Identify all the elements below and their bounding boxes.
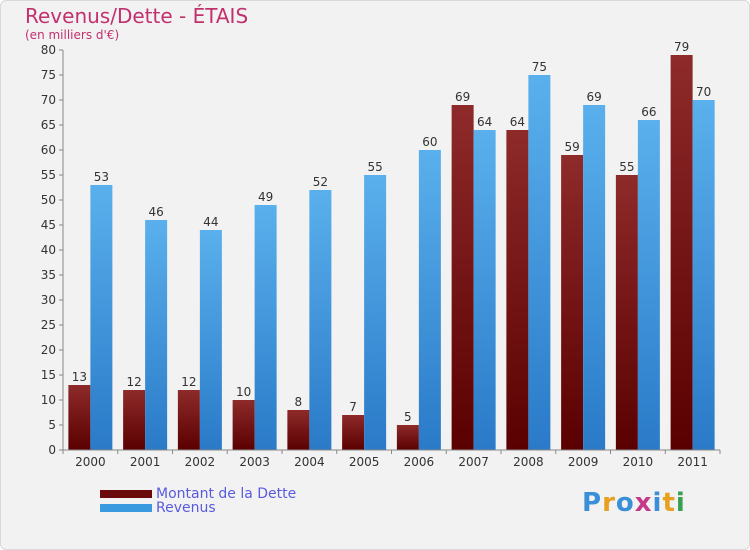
bar-revenus bbox=[418, 150, 441, 450]
data-label-revenus: 44 bbox=[203, 215, 218, 229]
bar-revenus bbox=[90, 185, 113, 450]
bar-dette bbox=[615, 175, 638, 450]
y-tick-label: 40 bbox=[41, 243, 56, 257]
chart-subtitle: (en milliers d'€) bbox=[25, 28, 120, 42]
bar-dette bbox=[232, 400, 255, 450]
data-label-revenus: 69 bbox=[586, 90, 601, 104]
legend-label-revenus: Revenus bbox=[156, 500, 216, 516]
legend-item-dette: Montant de la Dette bbox=[100, 486, 296, 502]
logo-letter: i bbox=[675, 488, 686, 518]
y-tick-label: 45 bbox=[41, 218, 56, 232]
logo-letter: t bbox=[662, 488, 676, 518]
x-tick-label: 2007 bbox=[458, 455, 489, 469]
data-label-revenus: 52 bbox=[313, 175, 328, 189]
y-tick-label: 55 bbox=[41, 168, 56, 182]
legend-label-dette: Montant de la Dette bbox=[156, 486, 297, 502]
y-tick-label: 75 bbox=[41, 68, 56, 82]
data-label-dette: 5 bbox=[404, 410, 412, 424]
x-tick-label: 2003 bbox=[239, 455, 270, 469]
data-label-dette: 69 bbox=[455, 90, 470, 104]
bar-revenus bbox=[309, 190, 332, 450]
legend-swatch-revenus bbox=[100, 504, 152, 512]
data-label-revenus: 49 bbox=[258, 190, 273, 204]
bar-revenus bbox=[145, 220, 168, 450]
bar-dette bbox=[561, 155, 584, 450]
bar-dette bbox=[68, 385, 91, 450]
data-label-revenus: 53 bbox=[94, 170, 109, 184]
chart-title: Revenus/Dette - ÉTAIS bbox=[25, 4, 249, 28]
legend-item-revenus: Revenus bbox=[100, 500, 216, 516]
bar-revenus bbox=[364, 175, 387, 450]
y-tick-label: 70 bbox=[41, 93, 56, 107]
x-tick-label: 2009 bbox=[568, 455, 599, 469]
x-tick-label: 2000 bbox=[75, 455, 106, 469]
data-label-dette: 13 bbox=[72, 370, 87, 384]
data-label-dette: 10 bbox=[236, 385, 251, 399]
x-tick-label: 2004 bbox=[294, 455, 325, 469]
bar-dette bbox=[451, 105, 474, 450]
y-tick-label: 0 bbox=[48, 443, 56, 457]
data-label-dette: 12 bbox=[181, 375, 196, 389]
x-axis: 2000 2001 2002 2003 2004 2005 2006 2007 2008 2009… bbox=[62, 449, 721, 469]
bar-revenus bbox=[473, 130, 496, 450]
logo-letter: r bbox=[602, 488, 616, 518]
logo-letter: P bbox=[582, 488, 603, 518]
x-tick-label: 2010 bbox=[623, 455, 654, 469]
legend-swatch-dette bbox=[100, 490, 152, 498]
x-tick-label: 2008 bbox=[513, 455, 544, 469]
y-tick-label: 15 bbox=[41, 368, 56, 382]
bar-revenus bbox=[583, 105, 606, 450]
data-label-revenus: 66 bbox=[641, 105, 656, 119]
y-tick-label: 60 bbox=[41, 143, 56, 157]
bar-dette bbox=[396, 425, 419, 450]
bar-dette bbox=[123, 390, 146, 450]
data-label-revenus: 55 bbox=[367, 160, 382, 174]
x-tick-label: 2006 bbox=[404, 455, 435, 469]
x-tick-label: 2002 bbox=[185, 455, 216, 469]
bar-dette bbox=[342, 415, 365, 450]
data-label-dette: 59 bbox=[564, 140, 579, 154]
bar-revenus bbox=[528, 75, 551, 450]
bar-dette bbox=[506, 130, 529, 450]
y-tick-label: 35 bbox=[41, 268, 56, 282]
logo-letter: o bbox=[615, 488, 635, 518]
y-tick-label: 10 bbox=[41, 393, 56, 407]
y-tick-label: 25 bbox=[41, 318, 56, 332]
data-label-revenus: 60 bbox=[422, 135, 437, 149]
data-label-revenus: 46 bbox=[148, 205, 163, 219]
data-label-revenus: 75 bbox=[532, 60, 547, 74]
data-label-dette: 8 bbox=[295, 395, 303, 409]
y-tick-label: 5 bbox=[48, 418, 56, 432]
x-tick-label: 2005 bbox=[349, 455, 380, 469]
data-label-dette: 12 bbox=[126, 375, 141, 389]
x-tick-label: 2001 bbox=[130, 455, 161, 469]
logo-letter: i bbox=[652, 488, 663, 518]
bar-dette bbox=[670, 55, 693, 450]
bar-revenus bbox=[637, 120, 660, 450]
data-label-dette: 79 bbox=[674, 40, 689, 54]
y-axis: 0 5 10 15 20 25 30 35 40 45 50 55 60 65 70 75 80 bbox=[41, 43, 64, 457]
x-tick-label: 2011 bbox=[677, 455, 708, 469]
y-tick-label: 20 bbox=[41, 343, 56, 357]
bar-revenus bbox=[692, 100, 715, 450]
data-label-revenus: 70 bbox=[696, 85, 711, 99]
logo-letter: x bbox=[634, 488, 653, 518]
y-tick-label: 50 bbox=[41, 193, 56, 207]
y-tick-label: 80 bbox=[41, 43, 56, 57]
y-tick-label: 30 bbox=[41, 293, 56, 307]
data-label-revenus: 64 bbox=[477, 115, 492, 129]
y-tick-label: 65 bbox=[41, 118, 56, 132]
bar-revenus bbox=[199, 230, 222, 450]
bar-dette bbox=[177, 390, 200, 450]
data-label-dette: 64 bbox=[510, 115, 525, 129]
bar-dette bbox=[287, 410, 310, 450]
proxiti-logo: Proxiti bbox=[582, 488, 686, 518]
data-label-dette: 7 bbox=[349, 400, 357, 414]
bar-revenus bbox=[254, 205, 277, 450]
data-label-dette: 55 bbox=[619, 160, 634, 174]
